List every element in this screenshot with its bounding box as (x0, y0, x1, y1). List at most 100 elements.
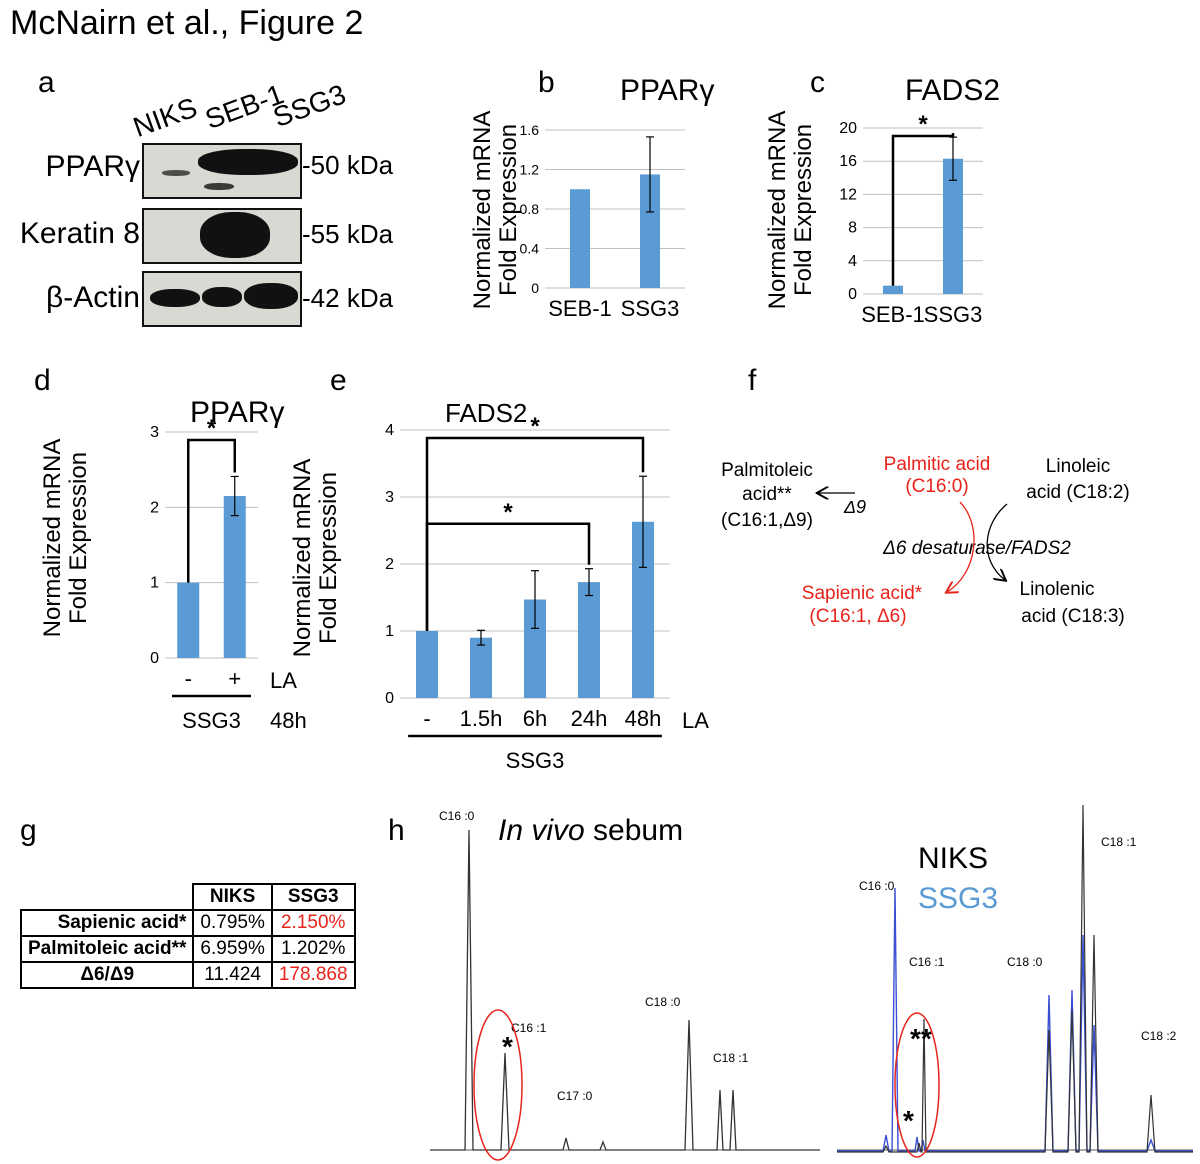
sapienic-label-1: Sapienic acid* (802, 583, 923, 604)
y-tick-label: 0 (848, 286, 857, 303)
x-category-label: SSG3 (924, 302, 983, 327)
blot-label-ppargamma: PPARγ (45, 150, 140, 183)
bar (416, 631, 438, 698)
linolenic-label-2: acid (C18:3) (1021, 606, 1125, 627)
y-axis-label-line: Normalized mRNA (290, 459, 316, 658)
table-col-ssg3: SSG3 (270, 883, 356, 911)
table-cell: 6.959% (192, 935, 273, 963)
y-tick-label: 4 (385, 422, 394, 439)
asterisk-marker: * (903, 1105, 914, 1136)
y-tick-label: 8 (848, 220, 857, 237)
y-axis-label-line: Normalized mRNA (470, 111, 496, 310)
panel-c-letter: c (810, 66, 825, 99)
panel-g-letter: g (20, 814, 37, 847)
blot-size-55kda: -55 kDa (302, 219, 394, 249)
legend-niks: NIKS (918, 842, 988, 875)
y-tick-label: 16 (839, 153, 857, 170)
peak-label: C18 :1 (1101, 835, 1137, 849)
chromatogram-niks-ssg3: C16 :0 C16 :1 C18 :0 C18 :1 C18 :2 NIKS … (837, 804, 1193, 1158)
delta9-label: Δ9 (843, 497, 866, 517)
chromatogram-trace-niks (837, 804, 1193, 1153)
y-tick-label: 1 (150, 575, 159, 592)
bar (640, 174, 660, 288)
y-axis-label-line: Normalized mRNA (765, 111, 791, 310)
bar (223, 496, 246, 658)
peak-label: C17 :0 (557, 1089, 593, 1103)
y-tick-label: 0 (385, 690, 394, 707)
double-asterisk-marker: ** (910, 1023, 932, 1054)
sapienic-highlight-ellipse (473, 1009, 523, 1161)
y-axis-label-line: Normalized mRNA (40, 439, 66, 638)
chromatogram-title: In vivo sebum (498, 814, 684, 847)
table-row: Palmitoleic acid** 6.959% 1.202% (19, 935, 356, 963)
y-tick-label: 20 (839, 120, 857, 137)
y-axis-label: Normalized mRNAFold Expression (40, 439, 92, 638)
x-category-label: SEB-1 (548, 296, 612, 321)
chromatogram-trace-ssg3 (837, 887, 1193, 1152)
panel-f-letter: f (748, 364, 757, 397)
lane-label-ssg3: SSG3 (269, 78, 350, 134)
chart-title: FADS2 (905, 74, 1000, 107)
y-tick-label: 0 (531, 280, 539, 296)
blot-label-keratin8: Keratin 8 (19, 217, 140, 250)
y-tick-label: 12 (839, 186, 857, 203)
peak-label: C16 :0 (859, 879, 895, 893)
blot-size-42kda: -42 kDa (302, 283, 394, 313)
legend-ssg3: SSG3 (918, 882, 998, 915)
chart-d-svg: 0 1 2 3 PPARγ Normalized mRNAFold Expression -… (40, 396, 307, 733)
fatty-acid-table: NIKS SSG3 Sapienic acid* 0.795% 2.150% P… (19, 883, 356, 989)
blot-label-beta-actin: β-Actin (46, 281, 140, 314)
bar (524, 599, 546, 698)
y-tick-label: 1 (385, 623, 394, 640)
y-axis-label-line: Fold Expression (790, 124, 817, 296)
blot-ppargamma (142, 143, 302, 199)
linoleic-to-linolenic-arrow (986, 503, 1007, 580)
panel-d-letter: d (34, 364, 51, 397)
chart-title: PPARγ (190, 396, 284, 429)
treatment-label: LA (682, 708, 709, 733)
y-tick-label: 0 (150, 650, 159, 667)
linolenic-label-1: Linolenic (1020, 579, 1095, 600)
peak-label: C18 :2 (1141, 1029, 1177, 1043)
figure-title: McNairn et al., Figure 2 (10, 4, 364, 42)
bar (177, 582, 200, 658)
x-category-label: - (423, 706, 430, 731)
table-row: Sapienic acid* 0.795% 2.150% (19, 909, 356, 937)
palmitoleic-label-2: acid** (742, 484, 792, 505)
table-row-label: Palmitoleic acid** (19, 935, 195, 963)
y-tick-label: 2 (385, 556, 394, 573)
table-col-niks: NIKS (192, 883, 273, 911)
panel-b-letter: b (538, 66, 555, 99)
treatment-time-label: 48h (270, 708, 307, 733)
blot-size-50kda: -50 kDa (302, 150, 394, 180)
palmitoleic-label-1: Palmitoleic (721, 460, 813, 481)
x-category-label: + (228, 666, 241, 691)
pathway-diagram: Palmitic acid (C16:0) Linoleic acid (C18… (721, 454, 1130, 627)
bar (570, 189, 590, 288)
panel-e-letter: e (330, 364, 347, 397)
group-label: SSG3 (506, 748, 565, 773)
table-cell: 1.202% (270, 935, 356, 963)
y-tick-label: 0.8 (520, 201, 540, 217)
linoleic-label-2: acid (C18:2) (1026, 482, 1130, 503)
blot-keratin8 (142, 208, 302, 264)
y-tick-label: 0.4 (520, 241, 540, 257)
y-axis-label: Normalized mRNAFold Expression (290, 459, 342, 658)
y-axis-label: Normalized mRNAFold Expression (765, 111, 817, 310)
table-cell-highlight: 178.868 (270, 961, 356, 989)
x-category-label: - (185, 666, 192, 691)
table-header-row: NIKS SSG3 (21, 883, 356, 911)
chart-b-svg: 0 0.4 0.8 1.2 1.6 PPARγ Normalized mRNAFold Ex… (470, 74, 714, 321)
sapienic-highlight-ellipse (894, 1012, 940, 1158)
asterisk-marker: * (502, 1031, 513, 1062)
significance-asterisk: * (918, 111, 928, 138)
x-category-label: 24h (571, 706, 608, 731)
y-tick-label: 2 (150, 499, 159, 516)
significance-asterisk: * (530, 413, 540, 440)
peak-label: C18 :0 (1007, 955, 1043, 969)
table-row-label: Δ6/Δ9 (19, 961, 195, 989)
peak-label: C18 :0 (645, 995, 681, 1009)
significance-bracket (187, 438, 236, 583)
blot-beta-actin (142, 271, 302, 327)
significance-bracket (425, 522, 591, 631)
